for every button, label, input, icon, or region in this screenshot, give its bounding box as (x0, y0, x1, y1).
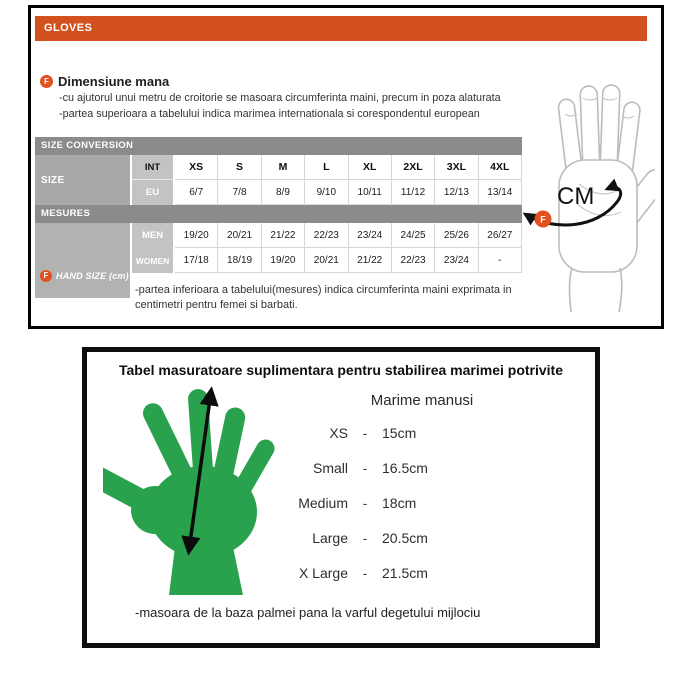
women-value-cell: 22/23 (391, 248, 436, 273)
size-row: X Large - 21.5cm (253, 564, 477, 581)
gloves-header-bar: GLOVES (35, 16, 647, 41)
eu-size-cell: 8/9 (261, 180, 306, 205)
hand-outline-icon (557, 84, 655, 273)
section-title: Dimensiune mana (58, 74, 170, 89)
int-size-cell: S (218, 155, 262, 180)
length-measure-arrow (181, 386, 219, 556)
size-row: Small - 16.5cm (253, 459, 477, 476)
women-value-cell: 19/20 (261, 248, 306, 273)
size-value: 15cm (382, 424, 417, 441)
women-value-cell: 18/19 (218, 248, 262, 273)
men-value-cell: 19/20 (175, 223, 219, 248)
f-badge-icon (534, 210, 552, 228)
eu-size-cell: 13/14 (478, 180, 522, 205)
int-size-cell: 3XL (435, 155, 479, 180)
gloves-title: GLOVES (44, 22, 93, 34)
size-row: Medium - 18cm (253, 494, 477, 511)
size-value: 20.5cm (382, 529, 428, 546)
women-value-cell: 21/22 (348, 248, 392, 273)
men-value-cell: 22/23 (305, 223, 349, 248)
dash-separator: - (362, 564, 368, 581)
size-conversion-header: SIZE CONVERSION (35, 137, 522, 155)
women-value-cell: 17/18 (175, 248, 219, 273)
eu-size-cell: 12/13 (435, 180, 479, 205)
int-size-cell: 2XL (391, 155, 436, 180)
int-size-cell: L (305, 155, 349, 180)
intro-line: -cu ajutorul unui metru de croitorie se … (59, 92, 501, 104)
dash-separator: - (362, 494, 368, 511)
eu-size-cell: 9/10 (305, 180, 349, 205)
measurement-note: -masoara de la baza palmei pana la varfu… (135, 605, 481, 620)
women-value-cell: 20/21 (305, 248, 349, 273)
section-heading: F Dimensiune mana (40, 74, 169, 89)
dash-separator: - (362, 459, 368, 476)
dash-separator: - (362, 424, 368, 441)
hand-size-label-cell: F HAND SIZE (cm) (35, 223, 132, 298)
panel-title: Tabel masuratoare suplimentara pentru st… (119, 362, 563, 378)
eu-size-cell: 10/11 (348, 180, 392, 205)
int-label: INT (132, 155, 175, 180)
f-badge-icon: F (40, 269, 52, 282)
men-label: MEN (132, 223, 175, 248)
eu-size-cell: 6/7 (175, 180, 219, 205)
men-value-cell: 25/26 (435, 223, 479, 248)
eu-label: EU (132, 180, 175, 205)
size-value: 16.5cm (382, 459, 428, 476)
size-value: 21.5cm (382, 564, 428, 581)
int-size-cell: M (261, 155, 306, 180)
size-values-grid: XS S M L XL 2XL 3XL 4XL 6/7 7/8 8/9 9/10… (175, 155, 522, 205)
f-badge-icon: F (40, 75, 53, 88)
size-label: Large (312, 529, 348, 546)
size-row-label: SIZE (35, 155, 132, 205)
table-footer-line: -partea inferioara a tabelului(mesures) … (135, 284, 512, 296)
int-size-cell: XS (175, 155, 219, 180)
women-value-cell: - (478, 248, 522, 273)
women-label: WOMEN (132, 248, 175, 273)
hand-circumference-diagram: CM F (522, 84, 655, 312)
men-value-cell: 20/21 (218, 223, 262, 248)
glove-size-subtitle: Marime manusi (370, 392, 474, 409)
green-hand-diagram (103, 386, 275, 595)
men-value-cell: 24/25 (391, 223, 436, 248)
hand-size-label: HAND SIZE (cm) (56, 270, 129, 281)
size-label: XS (329, 424, 348, 441)
eu-size-cell: 11/12 (391, 180, 436, 205)
men-value-cell: 23/24 (348, 223, 392, 248)
int-size-cell: XL (348, 155, 392, 180)
size-list: XS - 15cm Small - 16.5cm Medium - 18cm L… (253, 424, 477, 599)
women-value-cell: 23/24 (435, 248, 479, 273)
int-size-cell: 4XL (478, 155, 522, 180)
eu-size-cell: 7/8 (218, 180, 262, 205)
men-value-cell: 21/22 (261, 223, 306, 248)
size-label: Small (312, 459, 348, 476)
size-label: Medium (298, 494, 348, 511)
size-value: 18cm (382, 494, 417, 511)
table-footer-line: centimetri pentru femei si barbati. (135, 299, 298, 311)
size-row: Large - 20.5cm (253, 529, 477, 546)
gloves-panel: GLOVES F Dimensiune mana -cu ajutorul un… (28, 5, 664, 329)
mesures-header: MESURES (35, 205, 522, 223)
intro-line: -partea superioara a tabelului indica ma… (59, 108, 480, 120)
green-hand-icon (103, 389, 275, 595)
size-conversion-table: SIZE CONVERSION SIZE INT EU XS S M L XL … (35, 137, 522, 298)
size-row: XS - 15cm (253, 424, 477, 441)
men-value-cell: 26/27 (478, 223, 522, 248)
dash-separator: - (362, 529, 368, 546)
measurement-panel: Tabel masuratoare suplimentara pentru st… (82, 347, 600, 648)
hand-size-values-grid: 19/20 20/21 21/22 22/23 23/24 24/25 25/2… (175, 223, 522, 273)
cm-label: CM (557, 183, 594, 210)
f-badge-letter: F (540, 215, 546, 225)
size-label: X Large (298, 564, 348, 581)
